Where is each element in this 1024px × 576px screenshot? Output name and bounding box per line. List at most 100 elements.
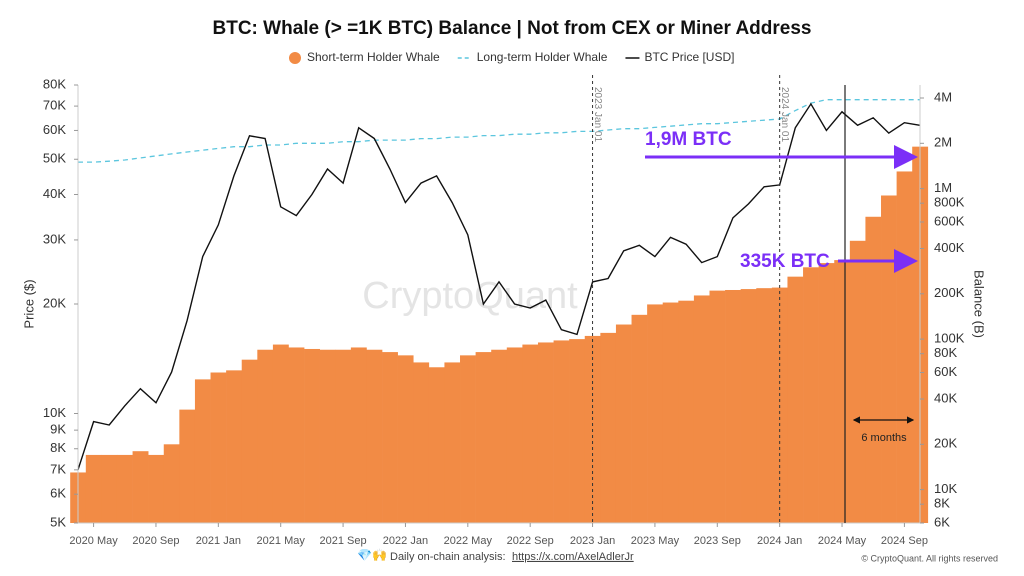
line	[78, 99, 920, 163]
bar	[849, 240, 866, 523]
y2-tick-label: 4M	[934, 89, 952, 104]
bar	[272, 344, 289, 523]
copyright: © CryptoQuant. All rights reserved	[861, 553, 998, 563]
footer-text: Daily on-chain analysis:	[390, 551, 506, 563]
legend-label: Short-term Holder Whale	[307, 50, 440, 64]
bar	[148, 454, 165, 523]
bar	[553, 340, 570, 523]
bar	[662, 302, 679, 523]
y2-tick-label: 200K	[934, 285, 965, 300]
x-tick-label: 2022 Jan	[383, 535, 428, 547]
bar	[350, 347, 367, 523]
y2-tick-label: 20K	[934, 436, 957, 451]
y-tick-label: 70K	[43, 98, 66, 113]
bar	[163, 444, 180, 523]
legend: Short-term Holder Whale Long-term Holder …	[289, 50, 734, 64]
y-tick-label: 6K	[50, 486, 66, 501]
bar	[444, 362, 461, 523]
bar	[693, 295, 710, 523]
bar	[428, 367, 445, 523]
y-tick-label: 40K	[43, 186, 66, 201]
x-tick-label: 2020 May	[69, 535, 118, 547]
bar	[335, 349, 352, 523]
bar	[241, 359, 258, 523]
bar	[787, 276, 804, 523]
x-tick-label: 2021 Jan	[196, 535, 241, 547]
y2-tick-label: 8K	[934, 496, 950, 511]
bar	[709, 290, 726, 523]
bar	[506, 347, 523, 523]
bar	[85, 454, 102, 523]
bar	[537, 342, 554, 523]
bar	[194, 379, 211, 523]
bar	[678, 300, 695, 523]
bar	[803, 267, 819, 523]
y2-axis-label: Balance (B)	[972, 270, 987, 338]
x-tick-label: 2023 Jan	[570, 535, 615, 547]
annotation: 6 months	[861, 432, 907, 444]
bar	[319, 349, 336, 523]
bar	[725, 289, 741, 523]
bar	[132, 451, 149, 523]
plot-area: 2023 Jan 01 2024 Jan 01	[70, 75, 929, 524]
annotation: 1,9M BTC	[645, 129, 732, 150]
watermark: CryptoQuant	[362, 275, 578, 317]
bar	[818, 263, 835, 523]
x-tick-label: 2024 Jan	[757, 535, 802, 547]
event-label: 2023 Jan 01	[592, 87, 603, 142]
bar	[756, 288, 773, 523]
x-tick-label: 2023 May	[631, 535, 680, 547]
legend-swatch	[289, 52, 301, 64]
bar	[475, 352, 492, 523]
bar	[865, 216, 882, 523]
y2-tick-label: 400K	[934, 240, 965, 255]
y2-tick-label: 40K	[934, 390, 957, 405]
y2-tick-label: 60K	[934, 364, 957, 379]
y-tick-label: 20K	[43, 295, 66, 310]
y2-tick-label: 100K	[934, 331, 965, 346]
x-tick-label: 2023 Sep	[694, 535, 741, 547]
footer-icons: 💎🙌	[357, 548, 387, 562]
bar	[460, 355, 476, 523]
y-axis-label: Price ($)	[21, 279, 36, 328]
y2-tick-label: 600K	[934, 213, 965, 228]
bar	[569, 339, 586, 523]
y-tick-label: 5K	[50, 514, 66, 529]
chart-title: BTC: Whale (> =1K BTC) Balance | Not fro…	[213, 18, 812, 39]
y-tick-label: 10K	[43, 405, 66, 420]
y-tick-label: 60K	[43, 122, 66, 137]
bar	[740, 289, 757, 523]
bar	[226, 370, 243, 523]
y2-tick-label: 6K	[934, 514, 950, 529]
bar	[179, 409, 196, 523]
legend-label: Long-term Holder Whale	[477, 50, 608, 64]
x-tick-label: 2020 Sep	[132, 535, 179, 547]
y-tick-label: 9K	[50, 422, 66, 437]
y2-tick-label: 2M	[934, 135, 952, 150]
event-label: 2024 Jan 01	[779, 87, 790, 142]
bar	[881, 195, 897, 523]
annotation: 335K BTC	[740, 251, 830, 272]
bar	[257, 349, 274, 523]
x-tick-label: 2022 May	[444, 535, 493, 547]
bar	[288, 347, 305, 523]
bar	[615, 324, 632, 523]
legend-label: BTC Price [USD]	[644, 50, 734, 64]
bar	[397, 355, 414, 523]
bar	[382, 352, 398, 523]
y2-tick-label: 80K	[934, 345, 957, 360]
y2-tick-label: 1M	[934, 180, 952, 195]
x-tick-label: 2022 Sep	[507, 535, 554, 547]
x-tick-label: 2024 May	[818, 535, 867, 547]
x-tick-label: 2021 May	[257, 535, 306, 547]
bar	[366, 349, 383, 523]
y2-tick-label: 800K	[934, 195, 965, 210]
bar	[631, 314, 648, 523]
footer-link[interactable]: https://x.com/AxelAdlerJr	[512, 551, 634, 563]
bar	[101, 454, 118, 523]
bar	[116, 454, 133, 523]
bar	[304, 348, 320, 523]
y-tick-label: 8K	[50, 440, 66, 455]
bar	[600, 332, 617, 523]
